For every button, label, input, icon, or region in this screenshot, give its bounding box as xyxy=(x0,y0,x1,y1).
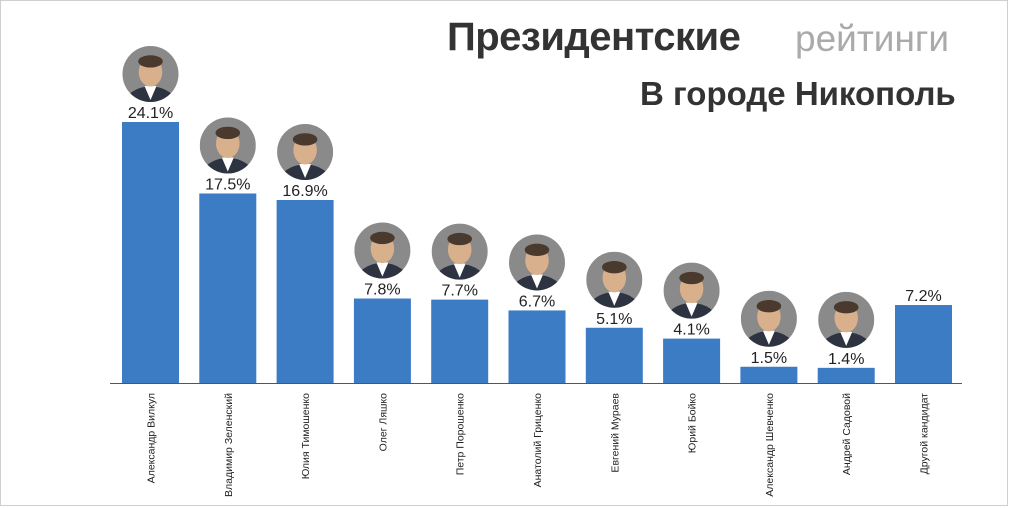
candidate-photo-icon xyxy=(507,232,567,293)
category-label: Другой кандидат xyxy=(919,393,931,474)
value-label: 17.5% xyxy=(205,176,250,193)
value-label: 24.1% xyxy=(128,105,173,122)
chart-title-bold: Президентские xyxy=(447,15,741,59)
candidate-photo-icon xyxy=(429,221,490,282)
category-label: Александр Вилкул xyxy=(146,393,158,483)
value-label: 4.1% xyxy=(673,322,709,339)
candidate-photo-icon xyxy=(661,260,722,321)
category-label: Владимир Зеленский xyxy=(223,393,235,497)
category-label: Юрий Бойко xyxy=(687,393,699,453)
bar xyxy=(431,299,489,383)
category-label: Андрей Садовой xyxy=(841,393,853,475)
bar xyxy=(895,305,952,383)
candidate-photo-icon xyxy=(275,121,336,182)
bar xyxy=(353,298,411,383)
value-label: 1.4% xyxy=(828,351,864,368)
category-label: Анатолий Гриценко xyxy=(532,393,544,488)
bar xyxy=(508,310,566,383)
chart-subtitle: В городе Никополь xyxy=(640,75,956,112)
value-label: 7.8% xyxy=(364,282,400,299)
value-label: 5.1% xyxy=(596,311,632,328)
bar xyxy=(199,193,257,383)
candidate-photo-icon xyxy=(120,44,181,104)
bar xyxy=(663,338,721,383)
value-label: 1.5% xyxy=(751,350,787,367)
candidate-photo-icon xyxy=(816,289,877,350)
category-label: Юлия Тимошенко xyxy=(300,393,312,479)
value-label: 6.7% xyxy=(519,293,555,310)
bar xyxy=(817,367,875,383)
category-label: Евгений Мураев xyxy=(609,393,621,473)
category-label: Александр Шевченко xyxy=(764,393,776,497)
candidate-photo-icon xyxy=(352,220,413,281)
candidate-photo-icon xyxy=(197,115,258,176)
category-label: Олег Ляшко xyxy=(377,393,389,451)
category-label: Петр Порошенко xyxy=(455,393,467,475)
bar xyxy=(122,122,179,383)
bar xyxy=(276,199,334,383)
chart-title-light: рейтинги xyxy=(795,18,950,59)
bar xyxy=(740,366,798,383)
candidate-photo-icon xyxy=(584,249,645,310)
value-label: 7.2% xyxy=(905,288,941,305)
candidate-photo-icon xyxy=(738,288,799,349)
value-label: 7.7% xyxy=(441,283,477,300)
bar xyxy=(585,327,643,383)
value-label: 16.9% xyxy=(282,183,327,200)
